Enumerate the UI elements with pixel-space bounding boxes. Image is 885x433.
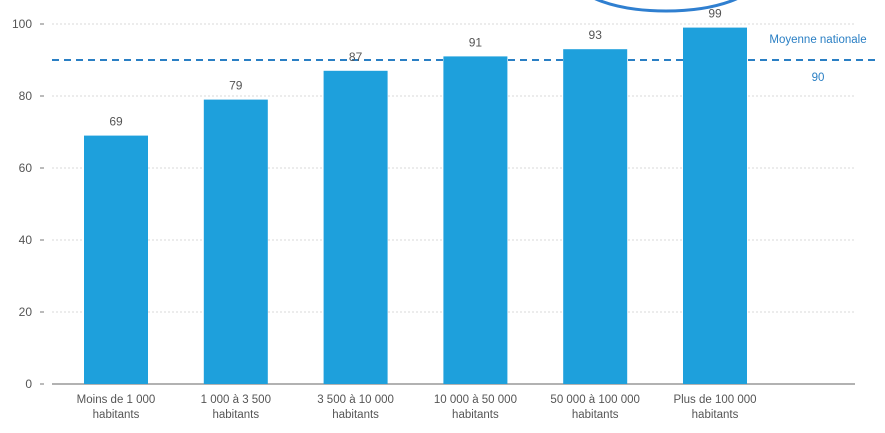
bars: 69 79 87 91 93 99 — [84, 7, 747, 385]
x-tick-label: habitants — [332, 409, 379, 421]
x-tick-label: Plus de 100 000 — [673, 394, 756, 406]
reference-line-value: 90 — [812, 72, 825, 84]
x-tick-label: habitants — [212, 409, 259, 421]
y-tick-label: 80 — [19, 89, 33, 103]
bar-value-label: 87 — [349, 50, 363, 64]
bar-value-label: 91 — [469, 35, 483, 49]
x-tick-label: habitants — [572, 409, 619, 421]
x-tick-label: habitants — [452, 409, 499, 421]
oval-decoration — [594, 0, 738, 13]
bar-value-label: 93 — [589, 28, 603, 42]
bar — [84, 135, 148, 384]
x-tick-label: 10 000 à 50 000 — [434, 394, 517, 406]
reference-line-label: Moyenne nationale — [769, 34, 866, 46]
bar — [563, 49, 628, 384]
y-tick-label: 0 — [25, 377, 32, 391]
x-tick-label: Moins de 1 000 — [77, 394, 156, 406]
category-labels: Moins de 1 000 habitants 1 000 à 3 500 habi… — [77, 394, 757, 421]
y-tick-label: 60 — [19, 161, 33, 175]
bar — [683, 27, 747, 384]
y-tick-label: 100 — [12, 17, 32, 31]
bar-value-label: 69 — [109, 115, 123, 129]
bar-value-label: 79 — [229, 79, 243, 93]
bar-value-label: 99 — [708, 7, 722, 21]
y-tick-label: 20 — [19, 305, 33, 319]
y-tick-label: 40 — [19, 233, 33, 247]
x-tick-label: 50 000 à 100 000 — [550, 394, 640, 406]
bar — [443, 56, 508, 385]
bar — [203, 99, 268, 384]
bar — [323, 70, 388, 385]
x-tick-label: 3 500 à 10 000 — [317, 394, 394, 406]
x-tick-label: 1 000 à 3 500 — [201, 394, 271, 406]
x-tick-label: habitants — [93, 409, 140, 421]
x-tick-label: habitants — [692, 409, 739, 421]
